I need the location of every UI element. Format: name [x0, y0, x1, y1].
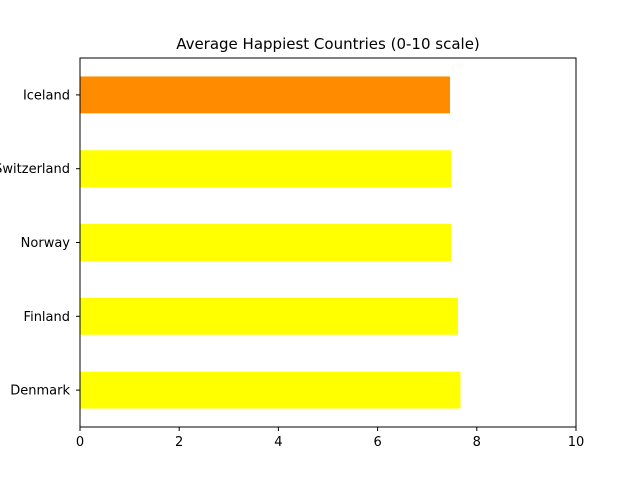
y-tick-label: Switzerland: [0, 162, 70, 177]
chart-title: Average Happiest Countries (0-10 scale): [176, 35, 480, 53]
bar-finland: [80, 297, 458, 335]
y-axis: Denmark Finland Norway Switzerland Iceland: [0, 88, 80, 399]
bar-denmark: [80, 371, 461, 409]
bar-norway: [80, 224, 452, 261]
y-tick-label: Iceland: [23, 88, 70, 103]
x-tick-label: 8: [473, 435, 481, 450]
x-tick-label: 0: [76, 435, 84, 450]
x-tick-label: 2: [175, 435, 183, 450]
x-axis: 0 2 4 6 8 10: [76, 427, 584, 450]
bar-switzerland: [80, 150, 452, 188]
y-tick-label: Finland: [24, 310, 70, 325]
y-tick-label: Norway: [21, 236, 71, 251]
bars-layer: [80, 76, 461, 409]
x-tick-label: 10: [568, 435, 585, 450]
bar-iceland: [80, 76, 451, 114]
y-tick-label: Denmark: [10, 384, 70, 399]
x-tick-label: 4: [274, 435, 282, 450]
x-tick-label: 6: [373, 435, 381, 450]
plot-area-frame: [79, 57, 577, 428]
